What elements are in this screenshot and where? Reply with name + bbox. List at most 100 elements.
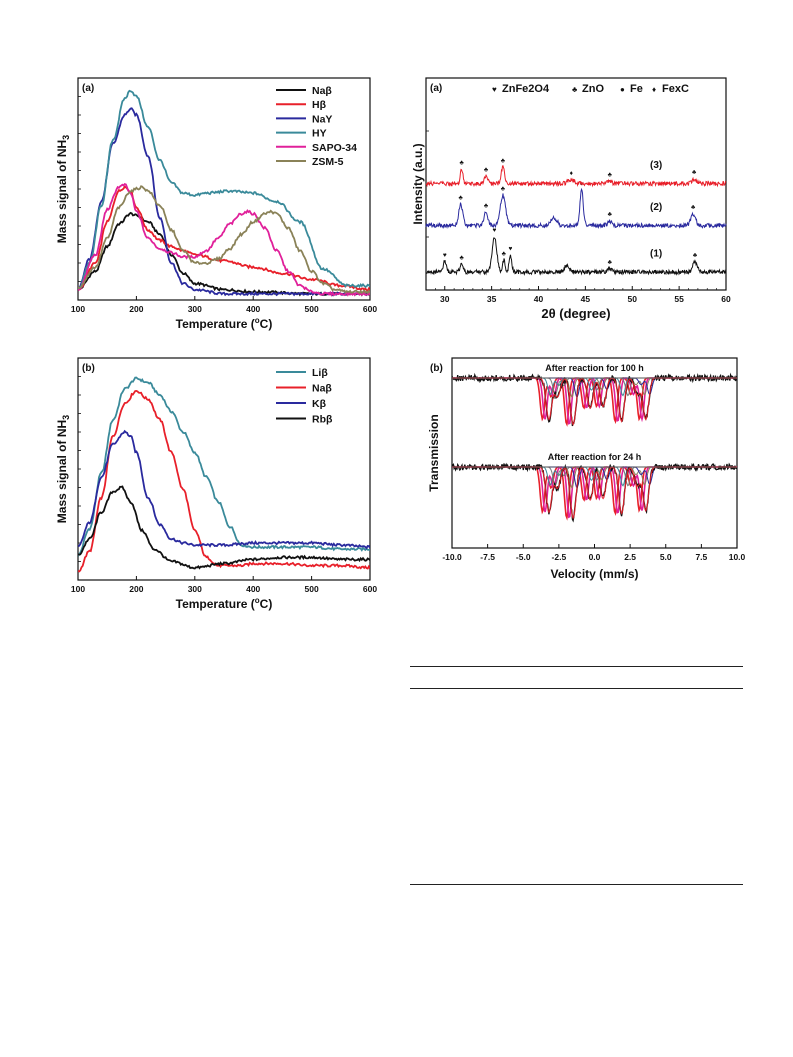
legend-label: ZSM-5	[312, 156, 344, 168]
peak-marker: ♣	[693, 252, 698, 259]
panel-label: (a)	[82, 83, 94, 94]
table-header-rule	[410, 688, 743, 689]
x-tick-label: 300	[188, 584, 202, 594]
series-line-SAPO-34	[78, 183, 370, 297]
series-label: (1)	[650, 248, 662, 259]
legend-marker: ♥	[492, 85, 497, 94]
peak-marker: ♦	[570, 170, 574, 177]
chart-xrd: (a) 30 35 40 45 50 55 60 2θ (degree) Intensity (a…	[411, 77, 731, 321]
x-tick-label: 10.0	[729, 552, 746, 562]
y-axis-title: Mass signal of NH3	[55, 135, 71, 243]
series-line-Hβ	[78, 185, 370, 292]
peak-marker: ♣	[459, 195, 464, 202]
legend-label: Fe	[630, 83, 643, 95]
x-tick-label: 60	[721, 294, 731, 304]
peak-marker: ♣	[692, 169, 697, 176]
x-tick-label: -10.0	[442, 552, 462, 562]
peak-marker: ♥	[508, 246, 512, 253]
series-line-Rbβ	[78, 485, 370, 570]
peak-marker: ♣	[484, 167, 489, 174]
x-tick-label: 600	[363, 304, 377, 314]
peak-marker: ♣	[608, 259, 613, 266]
legend-label: NaY	[312, 113, 332, 125]
xrd-pattern-(1)	[426, 237, 727, 276]
x-tick-label: 35	[487, 294, 497, 304]
x-tick-label: 300	[188, 304, 202, 314]
series-line-Naβ	[78, 389, 370, 573]
spectrum-label: After reaction for 24 h	[548, 452, 642, 462]
peak-marker: ♣	[501, 157, 506, 164]
peak-marker: ♣	[608, 211, 613, 218]
series-group	[78, 89, 370, 297]
series-group	[78, 376, 370, 573]
legend-label: FexC	[662, 83, 689, 95]
peak-marker: ♣	[459, 160, 464, 167]
peak-marker: ♣	[459, 255, 464, 262]
x-tick-label: 30	[440, 294, 450, 304]
spectrum-label: After reaction for 100 h	[545, 363, 644, 373]
chart-mossbauer: (b) -10.0 -7.5 -5.0 -2.5 0.0 2.5 5.0 7.5 10.0 Velo…	[427, 357, 746, 581]
legend-label: Rbβ	[312, 414, 333, 426]
x-axis-title: Temperature (oC)	[176, 316, 273, 331]
peak-marker: ♥	[493, 227, 497, 234]
series-line-HY	[78, 89, 370, 290]
table-bottom-rule	[410, 884, 743, 885]
x-tick-label: -2.5	[552, 552, 567, 562]
legend-label: Naβ	[312, 383, 332, 395]
series-line-Liβ	[78, 376, 370, 557]
legend-marker: ♦	[652, 85, 656, 94]
peak-marker: ♣	[691, 204, 696, 211]
legend-label: Hβ	[312, 99, 327, 111]
peak-marker: ♣	[608, 171, 613, 178]
chart-tpd-zeolites: (a) 100 200 300 400 500 600 Temperature (oC) Mas…	[55, 77, 377, 331]
x-tick-label: -5.0	[516, 552, 531, 562]
xrd-pattern-(3)	[425, 165, 727, 188]
chart-tpd-alkali: (b) 100 200 300 400 500 600 Temperature (oC) Mas…	[55, 357, 377, 611]
series-label: (3)	[650, 160, 662, 171]
plot-area: (a) 30 35 40 45 50 55 60 2θ (degree) Intensity (a…	[411, 77, 731, 321]
legend-label: HY	[312, 128, 327, 140]
x-tick-label: 500	[305, 304, 319, 314]
legend-label: SAPO-34	[312, 142, 357, 154]
x-tick-label: 5.0	[660, 552, 672, 562]
legend-label: Naβ	[312, 85, 332, 97]
panel-label: (a)	[430, 83, 442, 94]
x-tick-label: 2.5	[624, 552, 636, 562]
plot-area: (b) 100 200 300 400 500 600 Temperature (oC) Mas…	[55, 357, 377, 611]
series-line-NaY	[78, 107, 370, 297]
legend-label: ZnO	[582, 83, 604, 95]
series-line-ZSM-5	[78, 185, 370, 295]
peak-marker: ♣	[501, 185, 506, 192]
x-tick-label: 55	[674, 294, 684, 304]
x-axis-title: Temperature (oC)	[176, 596, 273, 611]
series-line-Kβ	[78, 429, 370, 550]
y-axis-title: Transmission	[427, 414, 441, 491]
xrd-pattern-(2)	[425, 187, 727, 230]
x-tick-label: 400	[246, 584, 260, 594]
legend-marker: ●	[620, 85, 625, 94]
x-tick-label: 400	[246, 304, 260, 314]
x-tick-label: 100	[71, 584, 85, 594]
panel-label: (b)	[82, 363, 95, 374]
x-tick-label: 500	[305, 584, 319, 594]
x-tick-label: 100	[71, 304, 85, 314]
legend-marker: ♣	[572, 85, 578, 94]
x-tick-label: 45	[581, 294, 591, 304]
x-tick-label: 600	[363, 584, 377, 594]
x-axis-title: Velocity (mm/s)	[550, 567, 638, 581]
x-tick-label: 200	[129, 584, 143, 594]
legend-label: Liβ	[312, 367, 328, 379]
plot-area: (a) 100 200 300 400 500 600 Temperature (oC) Mas…	[55, 77, 377, 331]
x-tick-label: 40	[534, 294, 544, 304]
y-axis-title: Intensity (a.u.)	[411, 143, 425, 224]
peak-marker: ♥	[443, 252, 447, 259]
peak-marker: ♣	[502, 250, 507, 257]
peak-marker: ♣	[484, 202, 489, 209]
x-tick-label: -7.5	[480, 552, 495, 562]
legend-label: ZnFe2O4	[502, 83, 550, 95]
series-label: (2)	[650, 202, 662, 213]
x-tick-label: 50	[628, 294, 638, 304]
x-tick-label: 7.5	[695, 552, 707, 562]
y-axis-title: Mass signal of NH3	[55, 415, 71, 523]
x-axis-title: 2θ (degree)	[541, 306, 610, 321]
